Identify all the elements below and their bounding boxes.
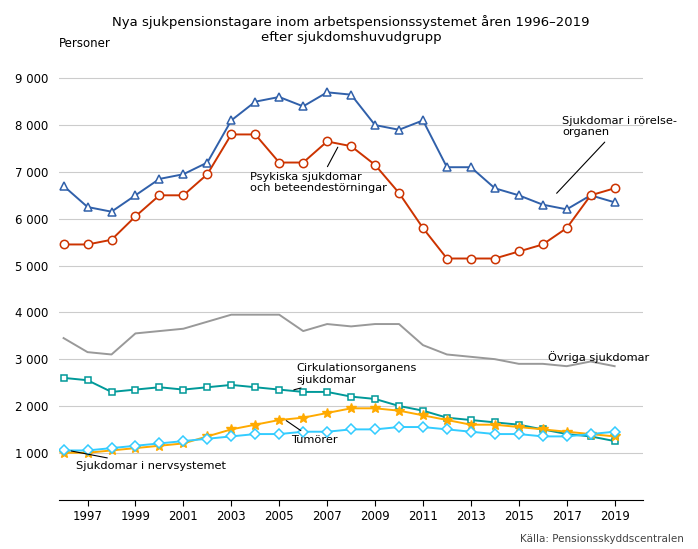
Text: Psykiska sjukdomar
och beteendestörningar: Psykiska sjukdomar och beteendestörninga… xyxy=(251,147,387,193)
Text: Personer: Personer xyxy=(59,37,111,51)
Text: Cirkulationsorganens
sjukdomar: Cirkulationsorganens sjukdomar xyxy=(294,363,416,390)
Text: Källa: Pensionsskyddscentralen: Källa: Pensionsskyddscentralen xyxy=(520,534,684,544)
Text: Övriga sjukdomar: Övriga sjukdomar xyxy=(547,351,649,363)
Text: Sjukdomar i rörelse-
organen: Sjukdomar i rörelse- organen xyxy=(556,116,677,193)
Text: Sjukdomar i nervsystemet: Sjukdomar i nervsystemet xyxy=(71,451,225,471)
Title: Nya sjukpensionstagare inom arbetspensionssystemet åren 1996–2019
efter sjukdoms: Nya sjukpensionstagare inom arbetspensio… xyxy=(112,15,590,44)
Text: Tumörer: Tumörer xyxy=(286,421,338,445)
